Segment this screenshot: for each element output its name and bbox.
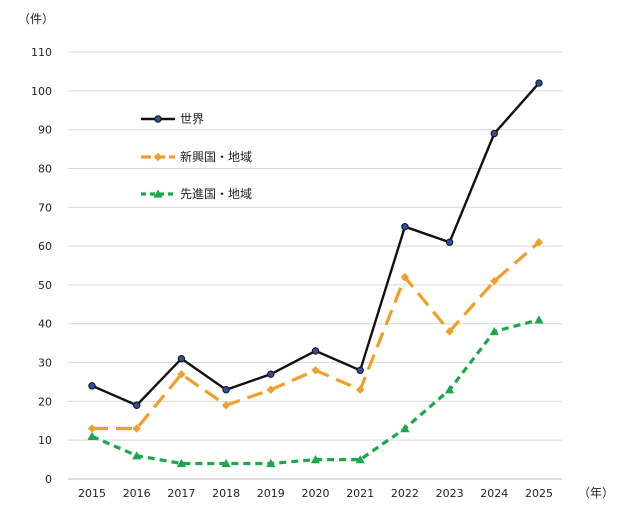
y-tick-label: 50 xyxy=(38,279,52,292)
data-point-world xyxy=(490,129,498,138)
legend-label: 新興国・地域 xyxy=(180,149,252,164)
data-point-emerging xyxy=(490,276,499,286)
x-tick-label: 2021 xyxy=(346,487,374,500)
data-point-advanced xyxy=(445,385,455,394)
data-point-advanced xyxy=(400,423,410,433)
data-point-advanced xyxy=(534,315,544,324)
legend-item-emerging: 新興国・地域 xyxy=(141,149,252,164)
x-tick-label: 2015 xyxy=(78,487,106,500)
legend-label: 世界 xyxy=(180,112,204,126)
data-point-emerging xyxy=(534,238,544,247)
y-tick-label: 20 xyxy=(38,395,52,408)
series-group xyxy=(87,79,544,468)
y-tick-label: 110 xyxy=(31,46,52,59)
data-point-world xyxy=(177,354,186,363)
data-point-advanced xyxy=(176,458,186,468)
x-unit-label: （年） xyxy=(578,486,614,500)
y-tick-label: 0 xyxy=(45,473,52,486)
data-point-emerging xyxy=(356,385,365,394)
x-tick-label: 2025 xyxy=(525,487,553,500)
legend-swatch-marker xyxy=(153,152,163,162)
data-point-world xyxy=(222,386,230,394)
data-point-advanced xyxy=(87,431,97,440)
legend-item-world: 世界 xyxy=(141,112,204,126)
data-point-emerging xyxy=(132,424,141,433)
x-tick-label: 2023 xyxy=(436,487,464,500)
data-point-advanced xyxy=(310,454,321,464)
series-line-advanced xyxy=(91,318,540,466)
legend-swatch-marker xyxy=(153,189,163,198)
data-point-advanced xyxy=(489,326,499,336)
data-point-advanced xyxy=(355,454,365,464)
data-point-world xyxy=(267,370,275,378)
y-unit-label: （件） xyxy=(18,12,54,26)
gridlines xyxy=(68,51,562,480)
x-tick-label: 2018 xyxy=(212,487,240,500)
data-point-emerging xyxy=(445,327,454,336)
data-point-world xyxy=(356,366,364,375)
y-tick-label: 40 xyxy=(38,318,52,331)
x-tick-label: 2017 xyxy=(167,487,195,500)
y-tick-label: 80 xyxy=(38,162,52,175)
y-tick-label: 60 xyxy=(38,240,52,253)
series-line-world xyxy=(91,82,540,407)
x-tick-label: 2024 xyxy=(480,487,508,500)
data-point-world xyxy=(445,238,454,246)
data-point-world xyxy=(88,382,96,390)
data-point-world xyxy=(311,347,320,355)
data-point-emerging xyxy=(177,369,186,379)
data-point-world xyxy=(535,79,543,87)
data-point-emerging xyxy=(87,424,97,433)
y-tick-label: 90 xyxy=(38,124,52,137)
legend-swatch-marker xyxy=(154,115,162,123)
data-point-emerging xyxy=(400,272,410,282)
data-point-emerging xyxy=(266,385,275,394)
y-tick-label: 70 xyxy=(38,201,52,214)
y-tick-label: 30 xyxy=(38,357,52,370)
data-point-emerging xyxy=(221,401,231,410)
data-point-emerging xyxy=(311,366,320,375)
series-world xyxy=(88,79,543,409)
x-tick-label: 2022 xyxy=(391,487,419,500)
y-axis-ticks: 0 10 20 30 40 50 60 70 80 90 100 110 xyxy=(31,46,52,486)
data-point-world xyxy=(133,401,141,409)
x-axis-ticks: 2015 2016 2017 2018 2019 2020 2021 2022 2023 2024… xyxy=(78,487,553,500)
series-line-emerging xyxy=(92,241,541,431)
y-tick-label: 10 xyxy=(38,434,52,447)
data-point-advanced xyxy=(266,458,276,468)
legend-item-advanced: 先進国・地域 xyxy=(141,187,252,201)
data-point-advanced xyxy=(221,458,231,468)
x-tick-label: 2016 xyxy=(123,487,151,500)
x-tick-label: 2019 xyxy=(257,487,285,500)
legend-label: 先進国・地域 xyxy=(180,187,252,201)
x-tick-label: 2020 xyxy=(302,487,330,500)
data-point-advanced xyxy=(132,451,142,460)
series-emerging xyxy=(87,238,544,433)
y-tick-label: 100 xyxy=(31,85,52,98)
series-advanced xyxy=(87,315,544,468)
data-point-world xyxy=(401,222,409,231)
